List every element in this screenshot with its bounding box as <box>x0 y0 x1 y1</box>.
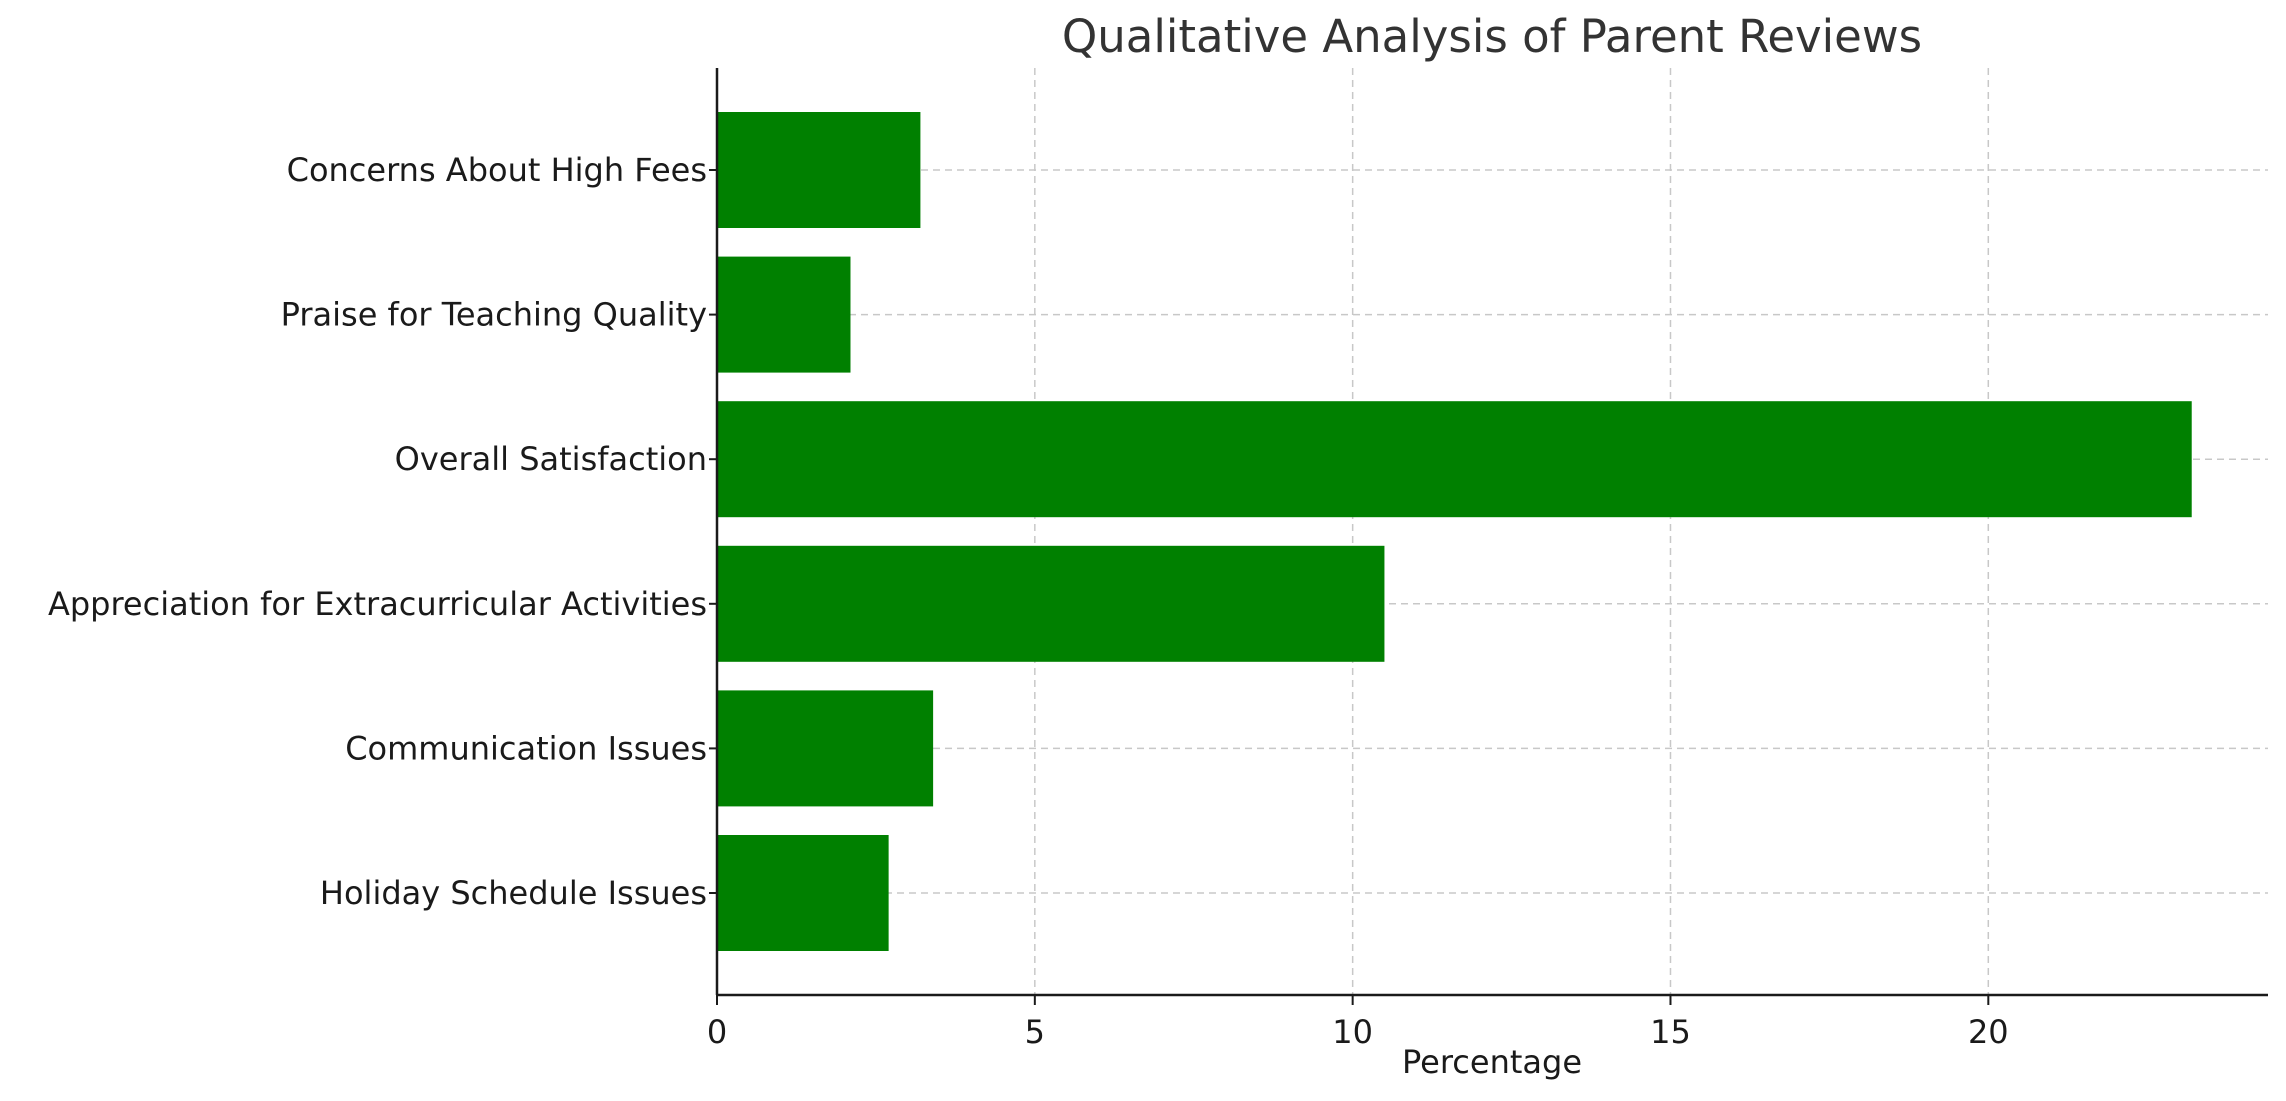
bar <box>717 835 889 951</box>
y-tick-label: Praise for Teaching Quality <box>281 296 707 334</box>
x-tick-label: 10 <box>1332 1013 1373 1051</box>
x-axis-label: Percentage <box>1402 1043 1582 1081</box>
x-tick-labels: 0 5 10 15 20 <box>707 995 2009 1051</box>
bar <box>717 256 851 373</box>
y-tick-label: Holiday Schedule Issues <box>320 874 707 912</box>
y-tick-label: Concerns About High Fees <box>287 151 707 189</box>
y-tick-label: Communication Issues <box>345 729 707 767</box>
x-tick-label: 15 <box>1650 1013 1691 1051</box>
bar <box>717 401 2192 518</box>
x-tick-label: 5 <box>1025 1013 1045 1051</box>
bar <box>717 690 934 807</box>
y-tick-label: Overall Satisfaction <box>395 440 707 478</box>
y-tick-labels: Concerns About High Fees Praise for Teach… <box>48 151 717 912</box>
bar <box>717 545 1385 662</box>
x-tick-label: 0 <box>707 1013 727 1051</box>
bar <box>717 112 921 228</box>
x-tick-label: 20 <box>1968 1013 2009 1051</box>
y-tick-label: Appreciation for Extracurricular Activit… <box>48 585 707 623</box>
chart-title: Qualitative Analysis of Parent Reviews <box>1062 10 1922 63</box>
y-grid <box>717 169 2268 894</box>
bars <box>717 112 2192 951</box>
